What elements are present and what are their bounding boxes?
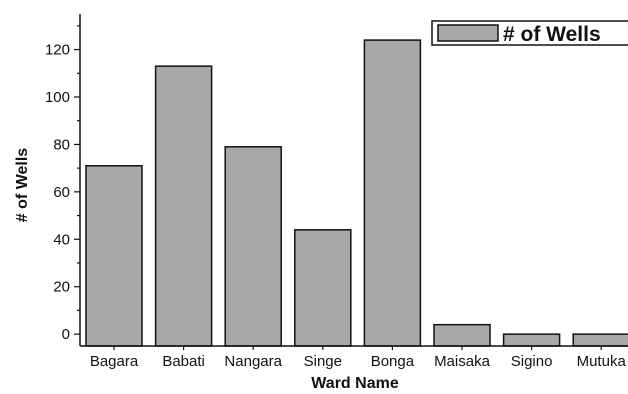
bar-singe	[294, 229, 352, 347]
x-axis-title: Ward Name	[311, 375, 399, 392]
x-tick-labels-group: Bagara Babati Nangara Singe Bonga Maisaka Sigi…	[90, 353, 627, 370]
y-axis-title: # of Wells	[14, 148, 31, 222]
y-ticks-group: 0 20 40 60 80 100 120	[45, 25, 602, 350]
y-tick-label: 80	[53, 136, 70, 153]
x-tick-label: Bonga	[371, 353, 415, 370]
y-tick-label: 120	[45, 42, 70, 59]
bar-bagara	[85, 165, 143, 347]
y-tick-label: 20	[53, 279, 70, 296]
y-tick-label: 0	[62, 326, 70, 343]
x-tick-label: Singe	[304, 353, 342, 370]
bar-sigino	[502, 333, 561, 347]
legend-label: # of Wells	[503, 23, 601, 46]
y-tick-label: 60	[53, 184, 70, 201]
legend-swatch	[437, 24, 499, 42]
x-tick-label: Bagara	[90, 353, 139, 370]
x-tick-label: Nangara	[224, 353, 282, 370]
bar-bonga	[363, 39, 422, 347]
axes-group	[79, 14, 628, 347]
legend: # of Wells	[431, 20, 628, 46]
bar-nangara	[224, 146, 282, 347]
bar-maisaka	[433, 323, 491, 347]
x-tick-label: Maisaka	[434, 353, 491, 370]
bar-babati	[154, 65, 213, 347]
bar-mutuka	[572, 333, 628, 347]
bars-group	[85, 39, 628, 347]
y-tick-label: 100	[45, 89, 70, 106]
x-tick-label: Mutuka	[577, 353, 627, 370]
x-tick-label: Babati	[162, 353, 205, 370]
y-tick-label: 40	[53, 231, 70, 248]
x-tick-label: Sigino	[511, 353, 553, 370]
